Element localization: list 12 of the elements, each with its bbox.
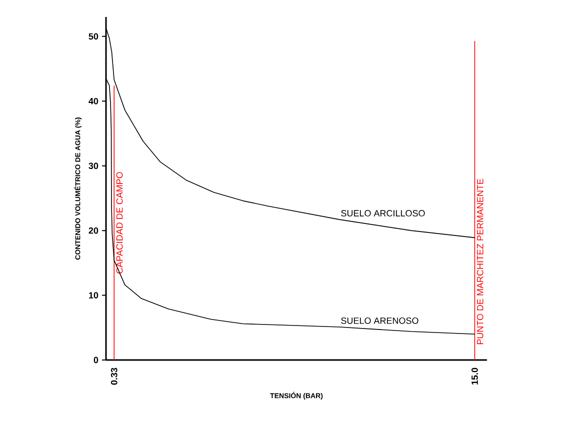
ref-line-label: PUNTO DE MARCHITEZ PERMANENTE [476, 178, 484, 344]
y-tick-label: 30 [88, 162, 98, 170]
y-tick-label: 10 [89, 292, 98, 298]
y-tick-label: 50 [88, 33, 98, 40]
y-tick-label: 20 [88, 227, 98, 234]
x-tick-label: 0.33 [110, 368, 118, 385]
y-tick-label: 0 [94, 356, 98, 364]
x-tick-label: 15.0 [472, 368, 478, 384]
y-tick-label: 40 [88, 98, 98, 104]
ref-line-label: CAPACIDAD DE CAMPO [116, 172, 123, 274]
series-label: SUELO ARCILLOSO [341, 210, 425, 216]
series-label: SUELO ARENOSO [341, 317, 418, 324]
